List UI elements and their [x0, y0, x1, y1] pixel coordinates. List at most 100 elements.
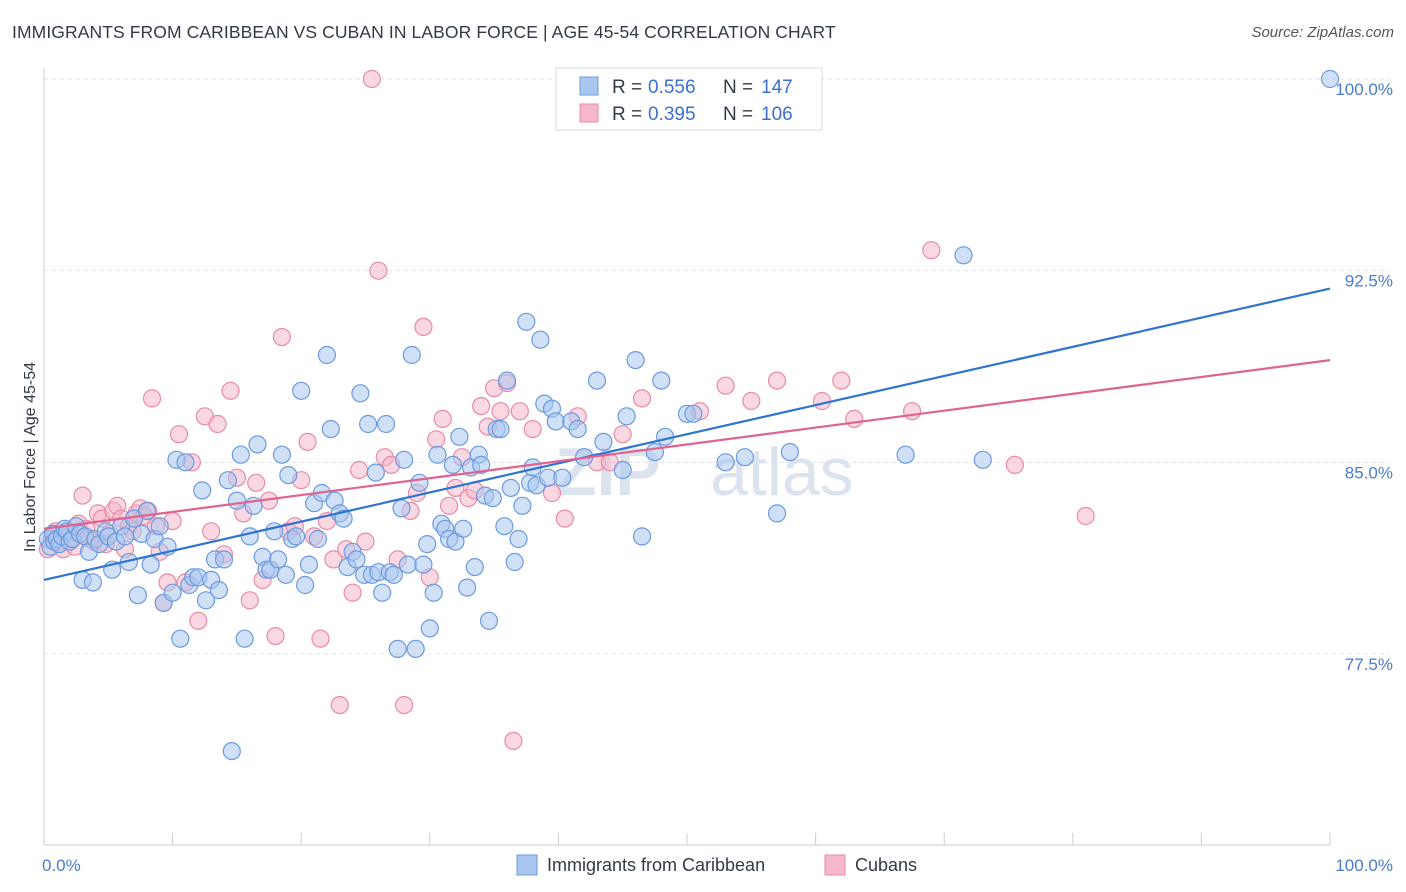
point-caribbean-47 [214, 550, 234, 569]
stats-legend-r-label-2: R = [612, 104, 642, 125]
point-cubans-100 [832, 371, 851, 390]
point-cubans-64 [369, 261, 388, 280]
trend-lines [43, 287, 1331, 581]
series-legend-swatch-caribbean [516, 854, 538, 876]
point-cubans-94 [632, 389, 652, 408]
point-cubans-60 [343, 583, 362, 602]
point-caribbean-144 [645, 443, 665, 462]
point-cubans-83 [491, 402, 510, 421]
point-caribbean-30 [141, 555, 160, 574]
point-caribbean-125 [517, 312, 536, 331]
point-caribbean-151 [767, 504, 787, 523]
point-caribbean-63 [279, 466, 298, 485]
stats-legend-n-value-blue: 147 [761, 77, 793, 98]
point-caribbean-96 [410, 473, 429, 492]
point-cubans-98 [767, 371, 787, 390]
point-cubans-53 [298, 432, 317, 451]
point-caribbean-107 [450, 427, 469, 446]
point-cubans-104 [1005, 455, 1025, 474]
y-tick-labels: 100.0% 92.5% 85.0% 77.5% [1335, 80, 1393, 674]
point-cubans-74 [433, 409, 452, 428]
point-caribbean-84 [366, 463, 385, 482]
point-caribbean-73 [321, 420, 340, 439]
series-legend-label-cubans: Cubans [855, 855, 917, 875]
point-cubans-27 [142, 389, 162, 408]
point-caribbean-62 [276, 565, 295, 584]
point-cubans-103 [922, 241, 941, 260]
chart-source: Source: ZipAtlas.com [1251, 24, 1394, 41]
point-cubans-73 [427, 430, 446, 449]
point-caribbean-48 [218, 471, 237, 490]
gridlines [44, 78, 1390, 655]
point-caribbean-46 [209, 580, 228, 600]
point-cubans-105 [1076, 506, 1095, 526]
point-caribbean-108 [454, 519, 473, 538]
point-caribbean-80 [351, 384, 370, 403]
point-cubans-101 [845, 409, 864, 428]
point-cubans-85 [504, 731, 523, 751]
point-cubans-62 [356, 532, 375, 551]
point-caribbean-42 [193, 481, 212, 500]
point-cubans-38 [202, 522, 221, 541]
point-caribbean-32 [150, 517, 169, 536]
stats-legend-swatch-blue [579, 76, 599, 96]
series-legend: Immigrants from Caribbean Cubans [516, 854, 917, 876]
point-caribbean-150 [735, 448, 755, 467]
point-caribbean-138 [587, 371, 607, 390]
point-caribbean-87 [377, 414, 396, 434]
point-caribbean-65 [287, 527, 306, 546]
point-caribbean-116 [483, 489, 502, 508]
point-caribbean-113 [472, 455, 491, 474]
point-caribbean-38 [176, 453, 195, 472]
point-cubans-48 [266, 626, 285, 646]
stats-legend-n-label-2: N = [723, 104, 753, 125]
point-cubans-75 [440, 496, 459, 515]
point-cubans-63 [362, 69, 381, 89]
point-caribbean-100 [424, 583, 443, 602]
x-tick-label-min: 0.0% [42, 856, 81, 875]
point-caribbean-121 [501, 478, 520, 497]
y-axis-label: In Labor Force | Age 45-54 [22, 362, 39, 552]
point-cubans-33 [169, 425, 189, 444]
stats-legend-swatch-pink [579, 103, 599, 123]
point-caribbean-92 [395, 450, 414, 469]
point-caribbean-55 [248, 435, 267, 454]
series-legend-swatch-cubans [824, 854, 846, 876]
trend-line-caribbean [43, 287, 1331, 581]
stats-legend-box [555, 67, 823, 131]
point-caribbean-105 [443, 455, 462, 474]
point-caribbean-140 [613, 460, 632, 480]
point-caribbean-49 [222, 741, 241, 761]
series-legend-label-caribbean: Immigrants from Caribbean [547, 855, 765, 875]
point-caribbean-86 [373, 583, 392, 602]
point-caribbean-142 [626, 351, 645, 370]
point-caribbean-98 [418, 534, 437, 554]
point-caribbean-115 [479, 611, 499, 630]
point-caribbean-139 [594, 432, 613, 451]
point-cubans-71 [414, 317, 433, 336]
y-tick-label-1: 92.5% [1345, 272, 1393, 291]
x-tick-label-max: 100.0% [1335, 856, 1393, 875]
point-caribbean-52 [235, 629, 254, 648]
stats-legend-n-value-pink: 106 [761, 104, 793, 125]
point-caribbean-123 [509, 529, 528, 549]
point-caribbean-37 [171, 629, 190, 648]
point-cubans-58 [330, 695, 349, 715]
point-caribbean-95 [406, 639, 425, 659]
point-cubans-93 [613, 425, 632, 444]
point-caribbean-133 [546, 412, 565, 431]
point-caribbean-156 [1320, 69, 1340, 89]
point-caribbean-60 [269, 550, 288, 569]
chart-title: IMMIGRANTS FROM CARIBBEAN VS CUBAN IN LA… [12, 22, 836, 42]
point-caribbean-99 [420, 619, 439, 638]
point-caribbean-122 [505, 552, 524, 572]
point-caribbean-129 [531, 330, 550, 349]
point-caribbean-141 [617, 407, 636, 426]
point-caribbean-134 [553, 468, 572, 487]
point-caribbean-101 [428, 445, 447, 464]
point-caribbean-67 [296, 575, 315, 595]
point-caribbean-120 [497, 371, 517, 390]
point-cubans-9 [73, 486, 92, 505]
point-caribbean-82 [359, 414, 378, 434]
